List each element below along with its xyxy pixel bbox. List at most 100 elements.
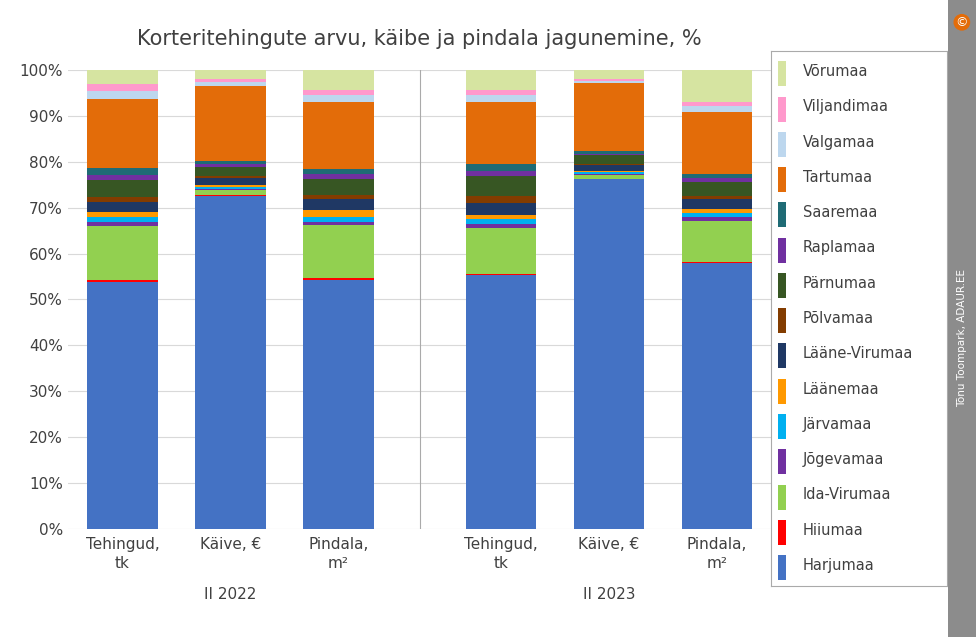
Bar [778,203,786,227]
Bar [778,167,786,192]
Bar [466,275,536,529]
Text: Tartumaa: Tartumaa [802,170,872,185]
Bar [574,172,644,174]
Bar [87,280,157,282]
Bar [778,61,786,86]
Bar [466,95,536,102]
Bar [195,187,265,189]
Bar [304,280,374,529]
Bar [466,102,536,164]
Bar [466,219,536,224]
Bar [87,175,157,180]
Bar [195,79,265,82]
Bar [195,189,265,190]
Text: Raplamaa: Raplamaa [802,240,876,255]
Bar [304,225,374,278]
Text: ©: © [956,16,968,29]
Bar [195,178,265,185]
Bar [195,195,265,196]
Text: Hiiumaa: Hiiumaa [802,523,864,538]
Bar [682,182,752,196]
Text: Valgamaa: Valgamaa [802,134,875,150]
Bar [778,555,786,580]
Bar [304,90,374,95]
Bar [778,414,786,439]
Bar [87,222,157,226]
Bar [87,202,157,212]
Bar [304,210,374,217]
Bar [682,106,752,112]
Text: Harjumaa: Harjumaa [802,558,874,573]
Bar [682,174,752,178]
Bar [87,212,157,217]
Bar [466,227,536,274]
Bar [304,222,374,225]
Text: II 2022: II 2022 [204,587,257,602]
Text: Pärnumaa: Pärnumaa [802,276,876,290]
Bar [574,152,644,154]
Text: Lääne-Virumaa: Lääne-Virumaa [802,347,913,361]
Bar [682,208,752,213]
Bar [195,167,265,176]
Bar [195,70,265,79]
Bar [87,226,157,280]
Bar [574,155,644,164]
Bar [682,102,752,106]
Bar [574,70,644,79]
Text: Korteritehingute arvu, käibe ja pindala jagunemine, %: Korteritehingute arvu, käibe ja pindala … [138,29,702,48]
Bar [778,485,786,510]
Bar [87,197,157,202]
Text: II 2023: II 2023 [583,587,635,602]
Bar [195,161,265,164]
Bar [574,166,644,171]
Bar [304,70,374,90]
Text: Viljandimaa: Viljandimaa [802,99,889,114]
Bar [466,176,536,196]
Bar [195,196,265,529]
Bar [778,449,786,475]
Bar [574,83,644,152]
Bar [574,175,644,178]
Bar [87,99,157,168]
Text: Läänemaa: Läänemaa [802,382,879,397]
Bar [466,224,536,227]
Bar [574,164,644,166]
Bar [466,274,536,275]
Bar [778,308,786,333]
Bar [574,79,644,81]
Bar [466,164,536,171]
Bar [778,97,786,122]
Bar [682,178,752,182]
Bar [304,95,374,102]
Bar [195,85,265,161]
Bar [778,238,786,262]
Bar [195,176,265,178]
Text: Põlvamaa: Põlvamaa [802,311,874,326]
Text: Jõgevamaa: Jõgevamaa [802,452,884,467]
Bar [304,217,374,222]
Bar [778,273,786,298]
Bar [778,379,786,404]
Bar [87,70,157,84]
Bar [304,278,374,280]
Bar [682,112,752,174]
Text: Järvamaa: Järvamaa [802,417,872,432]
Bar [195,190,265,195]
Text: Saaremaa: Saaremaa [802,205,877,220]
Bar [778,132,786,157]
Bar [87,91,157,99]
Text: Võrumaa: Võrumaa [802,64,869,79]
Bar [574,171,644,172]
Bar [466,90,536,95]
Bar [574,174,644,175]
Bar [778,520,786,545]
Bar [304,175,374,179]
Bar [304,199,374,210]
Bar [574,179,644,529]
Bar [574,154,644,155]
Bar [466,215,536,219]
Bar [195,82,265,85]
Bar [304,102,374,169]
Bar [87,84,157,91]
Bar [682,217,752,220]
